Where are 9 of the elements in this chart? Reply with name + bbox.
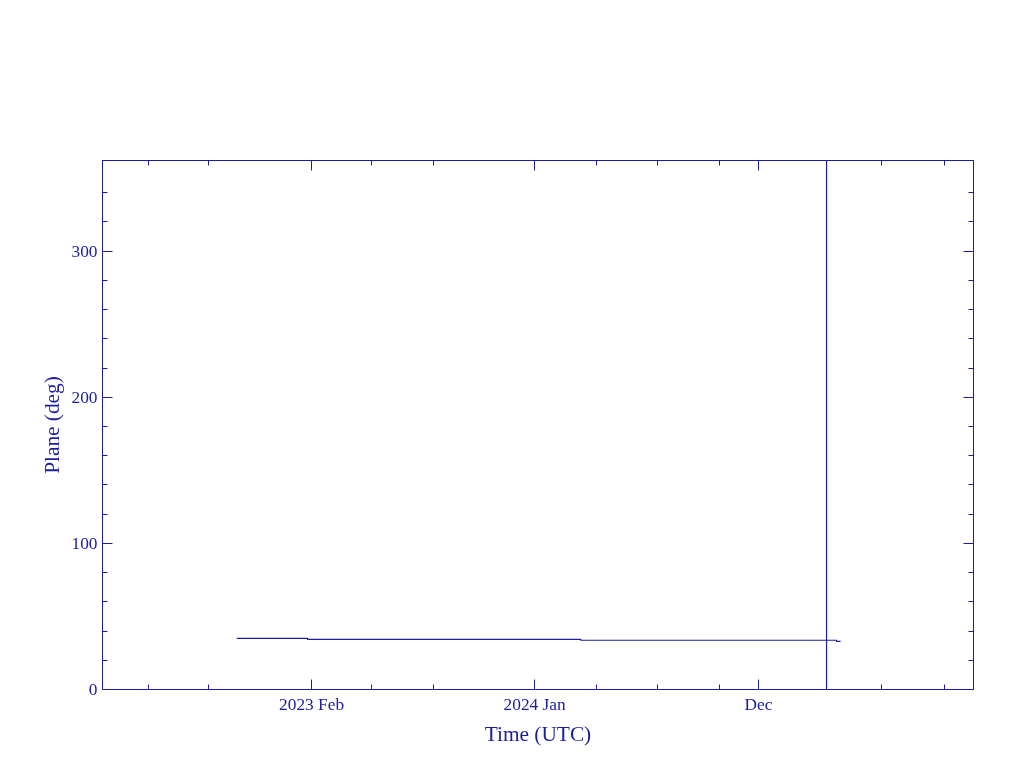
y-tick-label: 200 <box>71 387 98 407</box>
y-tick-label: 300 <box>71 241 98 261</box>
y-axis-title: Plane (deg) <box>39 376 64 474</box>
x-tick-label: 2023 Feb <box>279 694 345 714</box>
y-tick-label: 0 <box>88 680 98 699</box>
x-tick-label: Dec <box>744 694 773 714</box>
y-tick-label: 100 <box>71 533 98 553</box>
x-axis-title: Time (UTC) <box>484 721 592 746</box>
x-tick-label: 2024 Jan <box>503 694 567 714</box>
